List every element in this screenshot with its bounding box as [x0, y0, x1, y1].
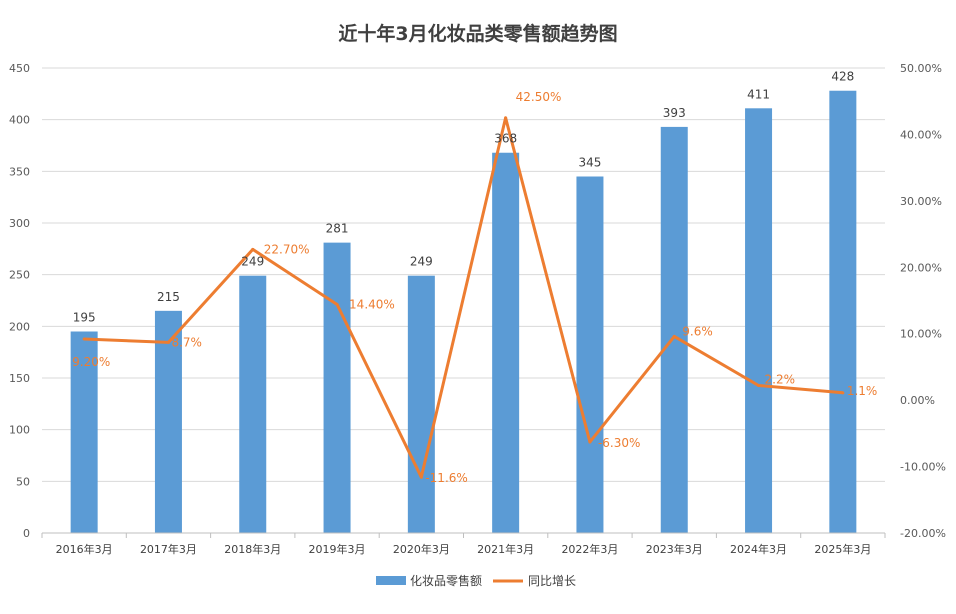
axes: 0 50 100 150 200 250 300 350 400 450 -20.00% -10.00…: [9, 62, 946, 556]
y-left-tick-label: 300: [9, 217, 30, 230]
bar-value-label: 249: [410, 255, 433, 269]
line-point: [82, 337, 86, 341]
x-tick-label: 2025年3月: [814, 542, 871, 556]
legend-label: 化妆品零售额: [410, 573, 482, 588]
y-right-tick-label: 50.00%: [900, 62, 942, 75]
line-value-label: 2.2%: [765, 373, 796, 387]
line-point: [504, 116, 508, 120]
line-value-label: 22.70%: [264, 242, 310, 256]
y-left-tick-label: 150: [9, 372, 30, 385]
legend-label: 同比增长: [528, 574, 576, 588]
y-left-tick-label: 50: [16, 475, 30, 488]
y-left-tick-label: 400: [9, 114, 30, 127]
bar: [407, 275, 435, 533]
line-point: [419, 475, 423, 479]
bar-value-label: 368: [494, 132, 517, 146]
bar: [745, 108, 773, 534]
x-tick-label: 2017年3月: [140, 542, 197, 556]
legend-swatch-bar: [376, 576, 406, 585]
line-value-label: -11.6%: [425, 471, 467, 485]
bar-value-label: 411: [747, 87, 770, 101]
x-tick-label: 2019年3月: [309, 542, 366, 556]
bar: [239, 275, 267, 533]
x-tick-label: 2021年3月: [477, 542, 534, 556]
line-point: [588, 440, 592, 444]
legend: 化妆品零售额 同比增长: [376, 573, 576, 588]
y-left-tick-label: 200: [9, 320, 30, 333]
bar-value-label: 281: [326, 222, 349, 236]
x-tick-label: 2018年3月: [224, 542, 281, 556]
bar: [154, 310, 182, 533]
data-labels: 195 215 249 281 249 368 345 393 411 428 9.20% 8.7% 2…: [72, 70, 877, 485]
chart-title: 近十年3月化妆品类零售额趋势图: [338, 22, 617, 45]
y-right-tick-label: -20.00%: [900, 527, 946, 540]
x-tick-label: 2016年3月: [56, 542, 113, 556]
line-value-label: 9.6%: [682, 324, 713, 338]
y-left-tick-label: 250: [9, 269, 30, 282]
bar-value-label: 195: [73, 311, 96, 325]
bar: [660, 126, 688, 534]
y-left-tick-label: 350: [9, 165, 30, 178]
y-left-tick-label: 100: [9, 424, 30, 437]
line-point: [757, 384, 761, 388]
bar-value-label: 249: [241, 255, 264, 269]
bar: [323, 242, 351, 533]
x-tick-label: 2023年3月: [646, 542, 703, 556]
x-tick-label: 2020年3月: [393, 542, 450, 556]
line-point: [251, 247, 255, 251]
line-point: [166, 340, 170, 344]
series-line: [84, 116, 844, 479]
line-value-label: 8.7%: [171, 335, 202, 349]
y-right-tick-label: 10.00%: [900, 328, 942, 341]
line-value-label: 42.50%: [516, 90, 562, 104]
bar-value-label: 393: [663, 106, 686, 120]
x-tick-label: 2024年3月: [730, 542, 787, 556]
y-right-tick-label: 0.00%: [900, 394, 935, 407]
bar-value-label: 345: [578, 156, 601, 170]
line-value-label: 9.20%: [72, 355, 110, 369]
line-value-label: 1.1%: [847, 384, 878, 398]
line-point: [335, 302, 339, 306]
line-value-label: 14.40%: [349, 297, 395, 311]
y-right-tick-label: -10.00%: [900, 461, 946, 474]
bar: [829, 90, 857, 533]
line-series: [82, 116, 845, 479]
y-right-tick-label: 30.00%: [900, 195, 942, 208]
y-left-tick-label: 450: [9, 62, 30, 75]
y-right-tick-label: 20.00%: [900, 261, 942, 274]
y-left-tick-label: 0: [23, 527, 30, 540]
y-right-tick-label: 40.00%: [900, 128, 942, 141]
bar-series: [70, 90, 857, 534]
gridlines: [42, 67, 885, 534]
line-point: [672, 334, 676, 338]
bar: [70, 331, 98, 533]
x-tick-label: 2022年3月: [561, 542, 618, 556]
bar-value-label: 428: [831, 70, 854, 84]
line-value-label: -6.30%: [598, 436, 640, 450]
bar: [576, 176, 604, 533]
bar: [492, 152, 520, 533]
bar-value-label: 215: [157, 290, 180, 304]
line-point: [841, 391, 845, 395]
